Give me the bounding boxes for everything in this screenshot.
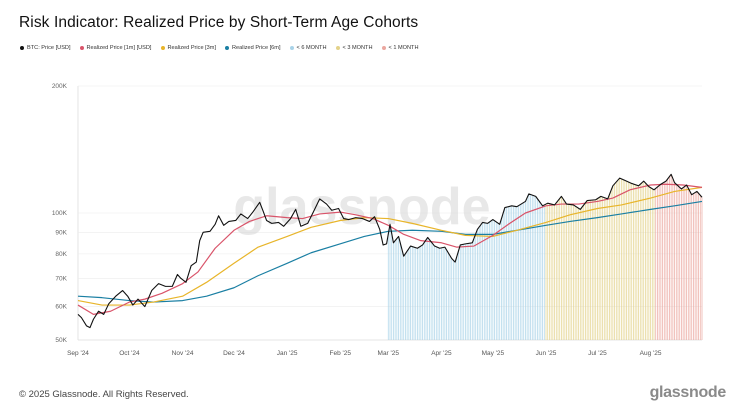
- x-tick-label: Feb '25: [330, 350, 352, 357]
- legend-item-rp_1m[interactable]: Realized Price [1m] [USD]: [79, 45, 152, 51]
- copyright-text: © 2025 Glassnode. All Rights Reserved.: [19, 389, 189, 400]
- band-band_6m: [387, 193, 545, 340]
- x-tick-label: Oct '24: [119, 350, 140, 357]
- legend-swatch: [335, 46, 340, 50]
- brand-logo-text: glassnode: [649, 384, 727, 401]
- legend-label: < 6 MONTH: [296, 45, 327, 51]
- x-tick-label: Jul '25: [588, 350, 607, 357]
- y-tick-label: 50K: [55, 337, 67, 344]
- y-tick-label: 100K: [52, 210, 68, 217]
- x-tick-label: Dec '24: [223, 350, 245, 357]
- legend-item-band_3m[interactable]: < 3 MONTH: [335, 45, 373, 51]
- series-line-rp_3m: [77, 186, 703, 306]
- x-tick-label: Mar '25: [378, 350, 400, 357]
- series-line-price: [77, 173, 703, 329]
- band-band_1m: [655, 174, 703, 340]
- y-tick-label: 60K: [55, 304, 67, 311]
- y-tick-label: 90K: [55, 229, 67, 236]
- legend-swatch: [381, 46, 386, 50]
- legend-label: < 1 MONTH: [388, 45, 419, 51]
- legend-swatch: [160, 46, 165, 50]
- x-tick-label: Apr '25: [431, 350, 452, 357]
- watermark-text: glassnode: [233, 178, 490, 236]
- legend-item-band_1m[interactable]: < 1 MONTH: [381, 45, 419, 51]
- x-tick-label: May '25: [482, 350, 505, 357]
- legend-item-band_6m[interactable]: < 6 MONTH: [289, 45, 327, 51]
- legend-label: Realized Price [3m]: [167, 45, 217, 51]
- series-line-rp_1m: [77, 183, 703, 315]
- legend-swatch: [20, 46, 24, 50]
- x-tick-label: Sep '24: [67, 350, 89, 357]
- legend-item-rp_3m[interactable]: Realized Price [3m]: [160, 45, 217, 51]
- y-tick-label: 200K: [52, 83, 68, 90]
- x-tick-label: Jun '25: [536, 350, 557, 357]
- legend-item-price[interactable]: BTC: Price [USD]: [20, 45, 71, 51]
- y-tick-label: 70K: [55, 275, 67, 282]
- legend-item-rp_6m[interactable]: Realized Price [6m]: [225, 45, 281, 51]
- legend-label: Realized Price [6m]: [232, 45, 281, 51]
- x-tick-label: Aug '25: [640, 350, 662, 357]
- x-tick-label: Nov '24: [172, 350, 194, 357]
- x-tick-label: Jan '25: [277, 350, 298, 357]
- page-title: Risk Indicator: Realized Price by Short-…: [19, 14, 419, 31]
- legend-swatch: [225, 46, 229, 50]
- legend-swatch: [79, 46, 84, 50]
- band-band_3m: [545, 178, 655, 340]
- legend-swatch: [289, 46, 294, 50]
- chart-legend: BTC: Price [USD] Realized Price [1m] [USD…: [20, 43, 428, 53]
- legend-label: Realized Price [1m] [USD]: [86, 45, 152, 51]
- y-tick-label: 80K: [55, 251, 67, 258]
- legend-label: BTC: Price [USD]: [27, 45, 71, 51]
- legend-label: < 3 MONTH: [342, 45, 373, 51]
